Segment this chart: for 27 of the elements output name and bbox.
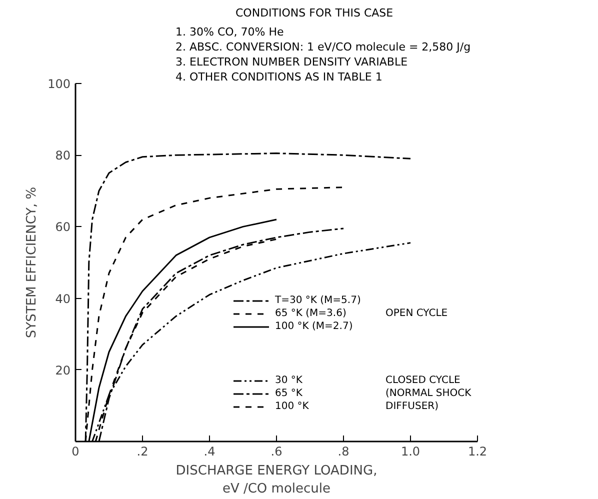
y-tick-label: 40 (55, 292, 71, 306)
x-tick-label: .2 (136, 444, 148, 458)
legend-label: 100 °K (275, 400, 309, 413)
legend-label: T=30 °K (M=5.7) (275, 294, 361, 307)
y-tick-label: 60 (55, 220, 71, 234)
x-tick-label: .4 (204, 444, 216, 458)
annotation: OPEN CYCLE (386, 308, 448, 319)
text: 4. OTHER CONDITIONS AS IN TABLE 1 (176, 70, 382, 84)
y-tick-label: 20 (55, 363, 71, 378)
legend-label: 65 °K (M=3.6) (275, 307, 346, 320)
legend-label: 65 °K (275, 387, 302, 400)
x-tick-label: 0 (72, 444, 80, 458)
annotation: CLOSED CYCLE (NORMAL SHOCK DIFFUSER) (386, 374, 472, 412)
legend-label: 30 °K (275, 374, 302, 387)
text: 1. 30% CO, 70% He (176, 26, 284, 38)
x-tick-label: 1.2 (468, 444, 488, 458)
y-axis-title: SYSTEM EFFICIENCY, % (24, 186, 40, 338)
chart-title: CONDITIONS FOR THIS CASE (236, 6, 394, 20)
legend-label: 100 °K (M=2.7) (275, 320, 353, 333)
text: 2. ABSC. CONVERSION: 1 eV/CO molecule = 2,580 J/g (176, 40, 471, 54)
y-tick-label: 100 (48, 77, 70, 91)
x-tick-label: 1.0 (400, 444, 420, 458)
x-tick-label: .6 (270, 444, 282, 458)
y-tick-label: 80 (55, 148, 71, 163)
text: 3. ELECTRON NUMBER DENSITY VARIABLE (176, 56, 408, 68)
x-tick-label: .8 (338, 444, 350, 458)
x-axis-title: DISCHARGE ENERGY LOADING, eV /CO molecule (176, 464, 378, 496)
